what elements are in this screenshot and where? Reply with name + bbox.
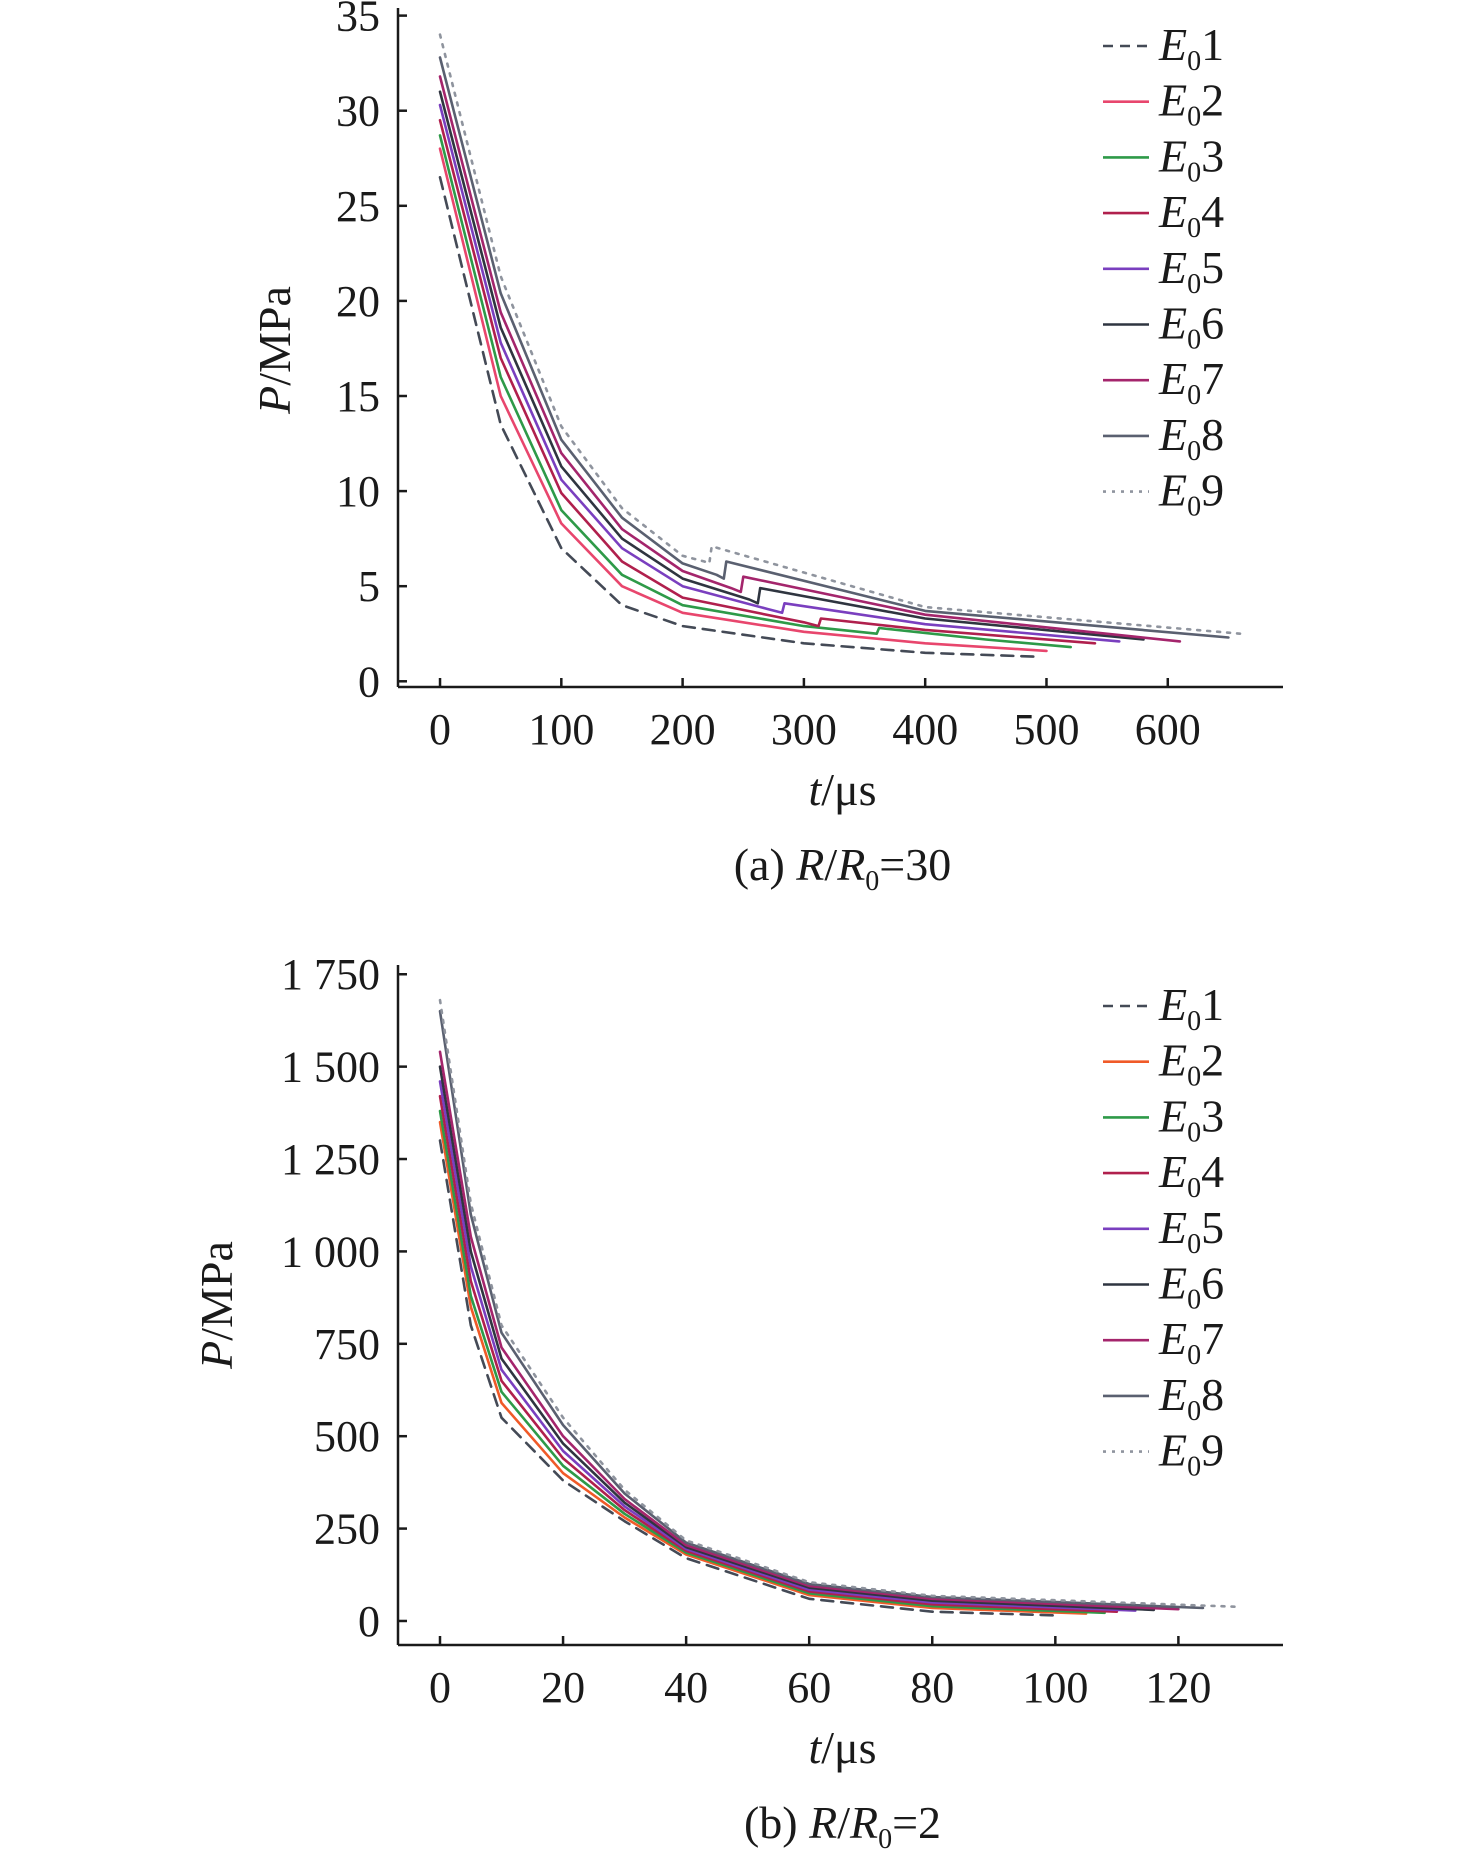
y-tick-label: 1 000 (281, 1227, 380, 1276)
legend-entry-6: E06 (1158, 298, 1224, 356)
series-line-2 (438, 147, 1048, 653)
y-tick-label: 1 500 (281, 1043, 380, 1092)
y-tick-label: 500 (314, 1412, 380, 1461)
series-line-5 (438, 103, 1121, 643)
x-tick-label: 0 (429, 705, 451, 754)
x-axis-label: t/μs (808, 1722, 876, 1773)
series-line-7 (438, 75, 1182, 643)
x-tick-label: 60 (787, 1663, 831, 1712)
series-line-1 (438, 1139, 1057, 1617)
x-tick-label: 500 (1013, 705, 1079, 754)
x-tick-label: 300 (771, 705, 837, 754)
legend-entry-4: E04 (1158, 186, 1224, 244)
series-line-8 (438, 1009, 1205, 1610)
chart-panel-a: 0 5 10 15 20 25 30 35 0 100 200 300 400 500 600 P/MPa t/… (249, 0, 1283, 897)
y-axis-label: P/MPa (191, 1241, 242, 1370)
legend-entry-5: E05 (1158, 1202, 1224, 1260)
legend-entry-5: E05 (1158, 242, 1224, 300)
series-line-5 (438, 1080, 1137, 1612)
y-tick-label: 20 (336, 277, 380, 326)
x-tick-label: 200 (650, 705, 716, 754)
y-axis-label: P/MPa (249, 286, 300, 415)
legend-entry-2: E02 (1158, 1035, 1224, 1093)
y-tick-label: 0 (358, 1597, 380, 1646)
y-tick-label: 5 (358, 562, 380, 611)
series-line-8 (438, 56, 1230, 639)
x-tick-label: 80 (910, 1663, 954, 1712)
legend-entry-3: E03 (1158, 1090, 1224, 1148)
legend-entry-8: E08 (1158, 1369, 1224, 1427)
series-line-9 (438, 998, 1242, 1609)
panel-caption: (a) R/R0=30 (734, 839, 952, 897)
series-line-3 (438, 1109, 1106, 1615)
legend-entry-4: E04 (1158, 1146, 1224, 1204)
legend-entry-9: E09 (1158, 465, 1224, 523)
x-tick-label: 20 (541, 1663, 585, 1712)
y-tick-label: 35 (336, 0, 380, 41)
x-axis-label: t/μs (808, 764, 876, 815)
series-line-9 (438, 33, 1242, 636)
y-tick-label: 0 (358, 657, 380, 706)
legend-entry-1: E01 (1158, 19, 1224, 77)
series-line-2 (438, 1120, 1088, 1615)
y-tick-label: 250 (314, 1505, 380, 1554)
y-tick-label: 15 (336, 372, 380, 421)
x-tick-label: 600 (1135, 705, 1201, 754)
x-tick-label: 120 (1145, 1663, 1211, 1712)
y-tick-label: 1 750 (281, 950, 380, 999)
chart-panel-b: 0 250 500 750 1 000 1 250 1 500 1 750 0 20 40 60 80 1… (191, 950, 1283, 1855)
legend-entry-8: E08 (1158, 409, 1224, 467)
legend-entry-3: E03 (1158, 130, 1224, 188)
legend-entry-1: E01 (1158, 979, 1224, 1037)
legend-entry-7: E07 (1158, 353, 1224, 411)
x-tick-label: 100 (1022, 1663, 1088, 1712)
y-tick-label: 1 250 (281, 1135, 380, 1184)
x-tick-label: 400 (892, 705, 958, 754)
x-tick-label: 0 (429, 1663, 451, 1712)
legend-entry-6: E06 (1158, 1258, 1224, 1316)
y-tick-label: 25 (336, 182, 380, 231)
series-line-4 (438, 118, 1097, 645)
y-tick-label: 750 (314, 1320, 380, 1369)
panel-caption: (b) R/R0=2 (744, 1797, 941, 1855)
legend-entry-2: E02 (1158, 75, 1224, 133)
series-line-6 (438, 1065, 1156, 1612)
y-tick-label: 30 (336, 87, 380, 136)
legend-entry-7: E07 (1158, 1313, 1224, 1371)
series-line-7 (438, 1050, 1180, 1611)
series-line-3 (438, 134, 1072, 649)
x-tick-label: 100 (528, 705, 594, 754)
legend-entry-9: E09 (1158, 1425, 1224, 1483)
y-tick-label: 10 (336, 467, 380, 516)
series-line-1 (438, 176, 1036, 658)
series-line-6 (438, 90, 1145, 641)
series-line-4 (438, 1094, 1119, 1613)
x-tick-label: 40 (664, 1663, 708, 1712)
